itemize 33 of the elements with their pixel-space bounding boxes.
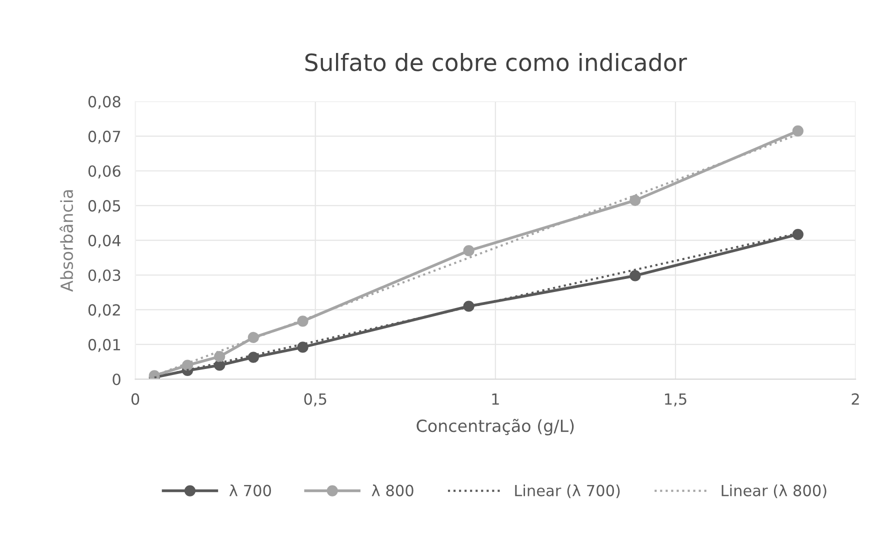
legend-label: Linear (λ 700) — [515, 484, 620, 498]
x-tick-label: 1,5 — [665, 394, 686, 406]
y-tick-label: 0,06 — [88, 165, 120, 178]
point — [792, 228, 804, 240]
x-tick-label: 0 — [131, 393, 140, 405]
x-axis-title: Concentração (g/L) — [416, 418, 574, 436]
point — [463, 245, 474, 256]
x-tick-label: 0,5 — [304, 393, 326, 406]
y-tick-label: 0 — [112, 374, 120, 386]
y-tick-label: 0,01 — [88, 338, 120, 352]
point — [248, 352, 259, 363]
y-tick-label: 0,05 — [88, 200, 120, 214]
y-tick-label: 0,02 — [88, 304, 120, 318]
y-tick-label: 0,04 — [88, 234, 121, 248]
y-axis-title: Absorbância — [60, 190, 74, 292]
x-tick-label: 1 — [492, 394, 499, 405]
point — [214, 351, 226, 362]
point — [182, 360, 194, 371]
y-tick-label: 0,03 — [88, 269, 120, 283]
y-tick-label: 0,07 — [88, 130, 120, 144]
point — [297, 342, 308, 353]
point — [297, 316, 308, 327]
legend-label: Linear (λ 800) — [722, 484, 826, 498]
point — [463, 300, 474, 312]
point — [630, 194, 641, 206]
legend-label: λ 700 — [229, 484, 271, 496]
chart-title: Sulfato de cobre como indicador — [305, 52, 688, 72]
point — [630, 270, 641, 282]
legend-label: λ 800 — [372, 484, 414, 496]
point — [792, 125, 804, 137]
x-tick-label: 2 — [852, 393, 859, 405]
y-tick-label: 0,08 — [88, 96, 120, 110]
point — [248, 332, 259, 344]
